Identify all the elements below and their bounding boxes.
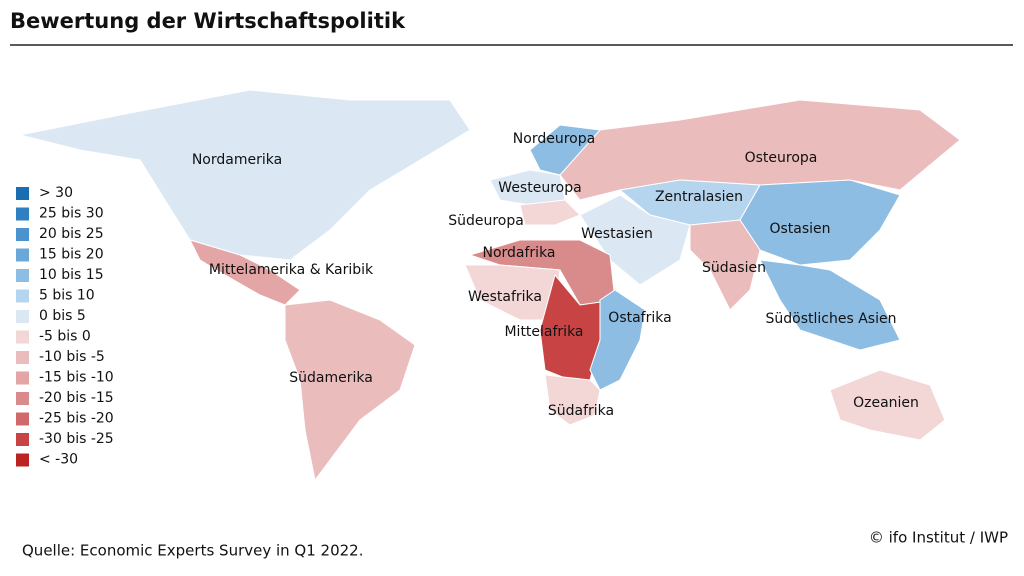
region-shape xyxy=(589,289,646,391)
legend-label: -20 bis -15 xyxy=(39,390,114,406)
region-label: Südeuropa xyxy=(448,213,524,229)
legend-label: -15 bis -10 xyxy=(39,370,114,386)
legend-swatch xyxy=(16,371,29,385)
source: Quelle: Economic Experts Survey in Q1 20… xyxy=(22,542,364,560)
legend-swatch xyxy=(16,433,29,446)
legend-swatch xyxy=(16,453,29,467)
region-label: Ostasien xyxy=(769,221,830,237)
legend-label: -5 bis 0 xyxy=(39,329,91,345)
region-label: Ozeanien xyxy=(853,395,919,411)
map: Nordamerika Mittelamerika & Karibik Südame… xyxy=(19,89,961,482)
legend-swatch xyxy=(16,207,29,221)
legend-label: 0 bis 5 xyxy=(39,308,86,324)
region-shape xyxy=(544,374,601,426)
region-shape xyxy=(519,199,581,226)
region-label: Nordamerika xyxy=(192,152,282,168)
region-shape xyxy=(284,299,416,482)
legend-swatch xyxy=(16,412,29,426)
region-shape xyxy=(739,179,901,266)
legend-label: 15 bis 20 xyxy=(39,247,104,263)
region-label: Osteuropa xyxy=(745,150,818,166)
region-label: Mittelafrika xyxy=(504,324,583,340)
legend-swatch xyxy=(16,289,29,303)
region-shape xyxy=(689,219,761,311)
legend-label: 20 bis 25 xyxy=(39,226,104,242)
region-shape xyxy=(579,194,691,286)
legend-label: 25 bis 30 xyxy=(39,206,104,222)
region-label: Westeuropa xyxy=(498,180,581,196)
region-label: Südamerika xyxy=(289,370,373,386)
region-shape xyxy=(19,89,471,261)
region-label: Südöstliches Asien xyxy=(766,311,897,327)
legend-label: < -30 xyxy=(39,452,78,468)
legend-swatch xyxy=(16,187,29,200)
region-label: Zentralasien xyxy=(655,189,743,205)
legend-swatch xyxy=(16,330,29,344)
legend-swatch xyxy=(16,310,29,323)
region-label: Ostafrika xyxy=(608,310,671,326)
region-shape xyxy=(759,259,901,351)
legend-swatch xyxy=(16,269,29,282)
credit: © ifo Institut / IWP xyxy=(869,529,1008,547)
legend-swatch xyxy=(16,248,29,262)
legend-label: -25 bis -20 xyxy=(39,411,114,427)
legend-swatch xyxy=(16,228,29,241)
region-label: Nordeuropa xyxy=(513,131,595,147)
region-label: Südafrika xyxy=(548,403,614,419)
legend-label: > 30 xyxy=(39,185,73,201)
legend: > 30 25 bis 30 20 bis 25 15 bis 20 10 bis 15… xyxy=(16,185,114,468)
region-label: Westafrika xyxy=(468,289,542,305)
legend-label: -30 bis -25 xyxy=(39,431,114,447)
legend-label: -10 bis -5 xyxy=(39,349,105,365)
region-label: Westasien xyxy=(581,226,653,242)
title: Bewertung der Wirtschaftspolitik xyxy=(10,9,406,33)
region-label: Nordafrika xyxy=(482,245,555,261)
region-label: Mittelamerika & Karibik xyxy=(209,262,374,278)
region-label: Südasien xyxy=(702,260,766,276)
legend-label: 5 bis 10 xyxy=(39,288,95,304)
legend-label: 10 bis 15 xyxy=(39,267,104,283)
legend-swatch xyxy=(16,392,29,405)
legend-swatch xyxy=(16,351,29,364)
region-shape xyxy=(829,369,946,441)
